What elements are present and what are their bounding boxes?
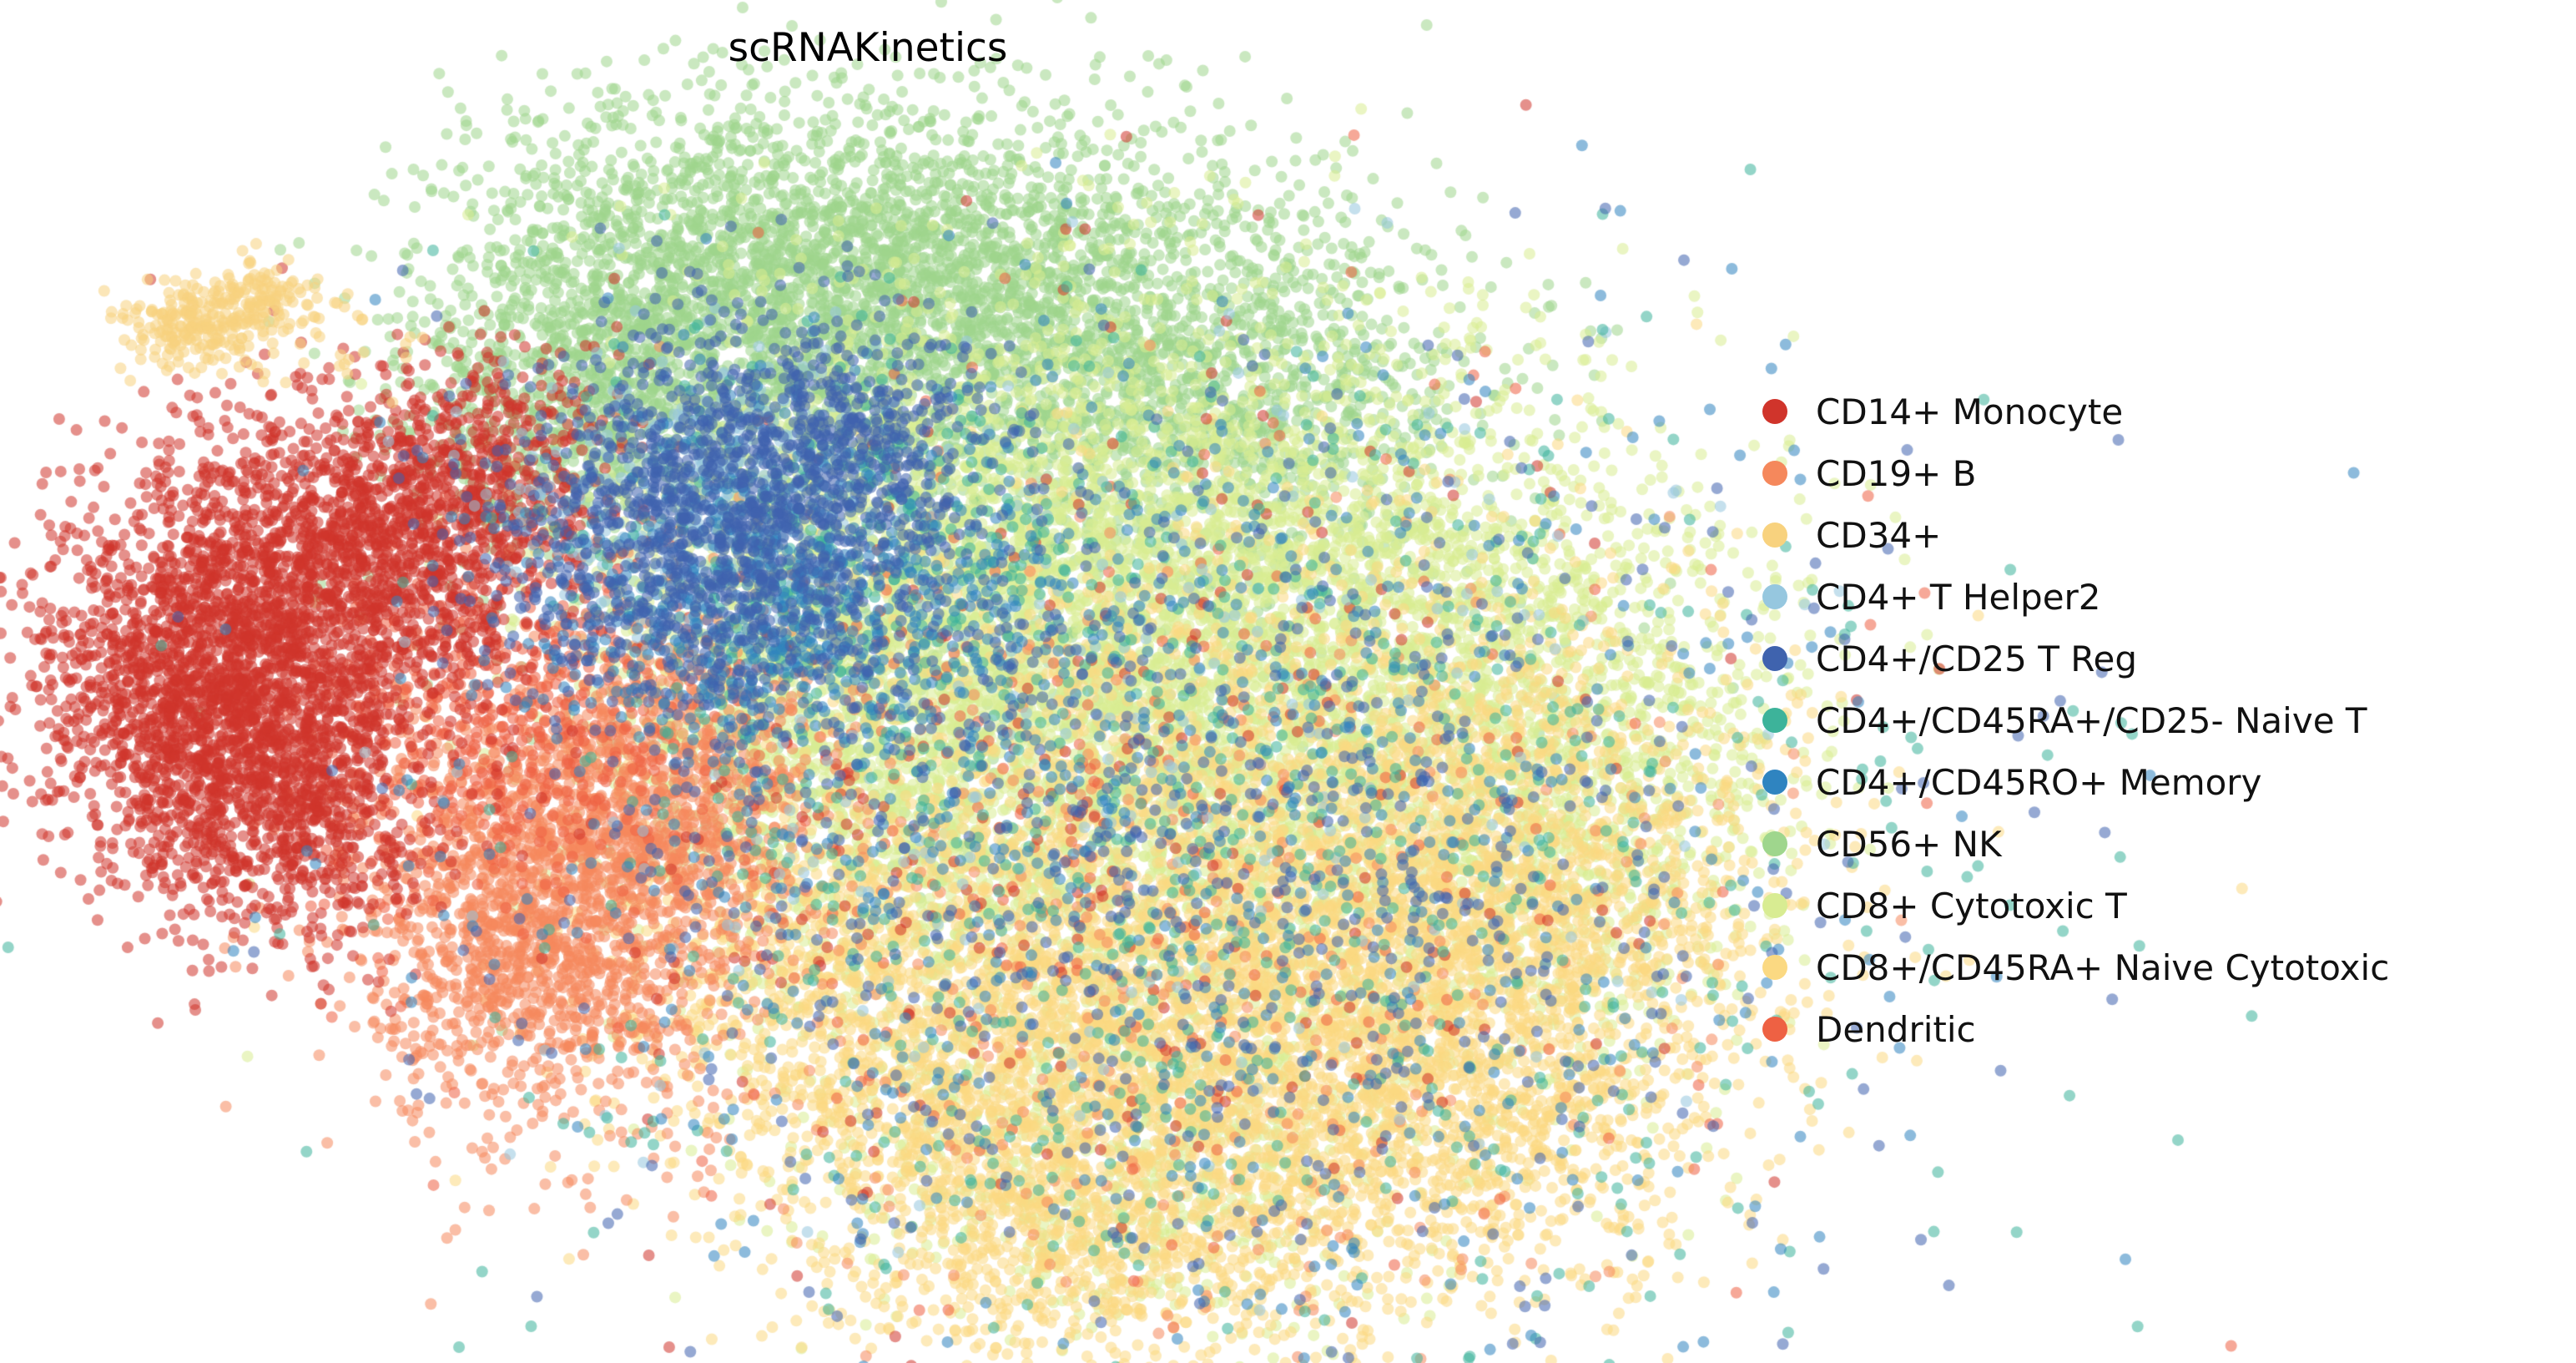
- legend-item: CD14+ Monocyte: [1762, 381, 2389, 442]
- legend: CD14+ Monocyte CD19+ B CD34+ CD4+ T Helper2…: [1762, 381, 2389, 1060]
- legend-label: CD8+/CD45RA+ Naive Cytotoxic: [1816, 947, 2390, 988]
- legend-item: CD8+ Cytotoxic T: [1762, 875, 2389, 936]
- legend-swatch-icon: [1762, 1017, 1787, 1042]
- legend-swatch-icon: [1762, 522, 1787, 548]
- legend-swatch-icon: [1762, 708, 1787, 733]
- legend-item: CD19+ B: [1762, 442, 2389, 504]
- legend-label: CD4+/CD45RO+ Memory: [1816, 761, 2262, 803]
- legend-item: Dendritic: [1762, 998, 2389, 1060]
- legend-swatch-icon: [1762, 893, 1787, 918]
- legend-label: CD34+: [1816, 514, 1942, 556]
- legend-item: CD8+/CD45RA+ Naive Cytotoxic: [1762, 936, 2389, 998]
- legend-item: CD4+/CD45RO+ Memory: [1762, 751, 2389, 813]
- legend-label: Dendritic: [1816, 1008, 1976, 1050]
- legend-swatch-icon: [1762, 461, 1787, 486]
- legend-item: CD4+ T Helper2: [1762, 566, 2389, 628]
- legend-label: CD8+ Cytotoxic T: [1816, 885, 2127, 926]
- legend-swatch-icon: [1762, 399, 1787, 424]
- legend-label: CD56+ NK: [1816, 823, 2002, 865]
- legend-label: CD4+/CD25 T Reg: [1816, 638, 2137, 679]
- legend-label: CD14+ Monocyte: [1816, 391, 2124, 432]
- legend-swatch-icon: [1762, 831, 1787, 856]
- legend-swatch-icon: [1762, 955, 1787, 980]
- legend-item: CD34+: [1762, 504, 2389, 566]
- legend-swatch-icon: [1762, 584, 1787, 609]
- chart-title: scRNAKinetics: [728, 25, 1008, 71]
- legend-item: CD56+ NK: [1762, 813, 2389, 875]
- legend-item: CD4+/CD25 T Reg: [1762, 628, 2389, 689]
- legend-label: CD4+ T Helper2: [1816, 576, 2101, 618]
- legend-label: CD4+/CD45RA+/CD25- Naive T: [1816, 699, 2367, 741]
- legend-swatch-icon: [1762, 770, 1787, 795]
- legend-item: CD4+/CD45RA+/CD25- Naive T: [1762, 689, 2389, 751]
- legend-label: CD19+ B: [1816, 452, 1977, 494]
- legend-swatch-icon: [1762, 646, 1787, 671]
